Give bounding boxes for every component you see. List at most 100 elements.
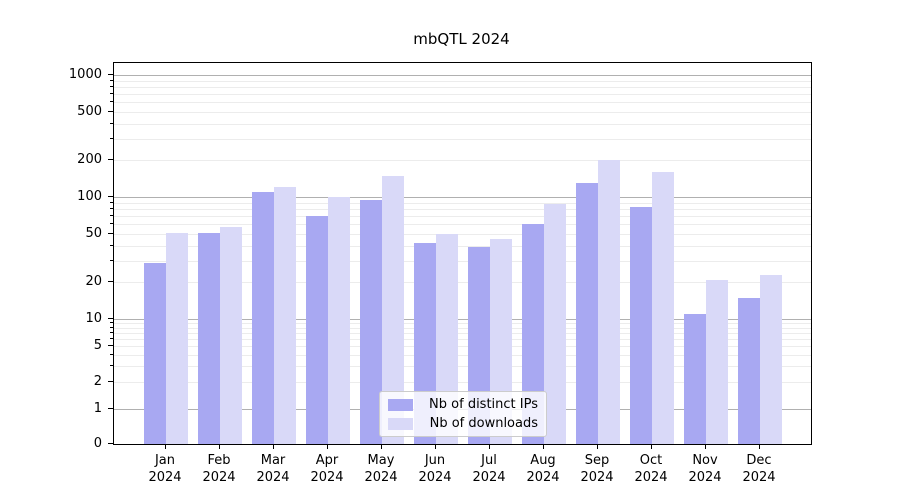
bar-nov-distinct-ips [684, 314, 706, 444]
y-tick-label: 0 [93, 436, 102, 451]
bar-oct-downloads [652, 172, 674, 444]
x-tick-label: Mar 2024 [256, 453, 290, 485]
y-minor-tick [110, 260, 113, 261]
bar-dec-distinct-ips [738, 298, 760, 444]
y-tick-label: 100 [77, 189, 102, 204]
y-minor-tick [110, 245, 113, 246]
y-minor-tick [110, 93, 113, 94]
bar-jan-distinct-ips [144, 263, 166, 444]
y-minor-tick [110, 202, 113, 203]
y-tick-label: 20 [85, 274, 102, 289]
minor-gridline [114, 323, 811, 324]
x-tick-mark [273, 444, 274, 449]
x-tick-mark [381, 444, 382, 449]
bar-apr-distinct-ips [306, 216, 328, 444]
legend-swatch-distinct-ips [388, 398, 413, 411]
x-tick-label: Dec 2024 [742, 453, 776, 485]
x-tick-mark [219, 444, 220, 449]
major-gridline [114, 75, 811, 76]
y-tick-label: 2 [93, 374, 102, 389]
legend-item-downloads: Nb of downloads [388, 416, 538, 431]
minor-gridline [114, 94, 811, 95]
y-minor-tick [110, 338, 113, 339]
minor-gridline [114, 102, 811, 103]
y-tick-label: 5 [93, 338, 102, 353]
y-tick-mark [108, 345, 113, 346]
x-tick-mark [651, 444, 652, 449]
y-tick-label: 200 [77, 152, 102, 167]
x-tick-label: Oct 2024 [634, 453, 668, 485]
minor-gridline [114, 203, 811, 204]
minor-gridline [114, 216, 811, 217]
bar-dec-downloads [760, 275, 782, 444]
y-minor-tick [110, 80, 113, 81]
major-gridline [114, 319, 811, 320]
y-tick-label: 10 [85, 311, 102, 326]
bar-feb-distinct-ips [198, 233, 220, 444]
legend: Nb of distinct IPs Nb of downloads [379, 391, 547, 437]
bar-may-distinct-ips [360, 200, 382, 444]
x-tick-label: Feb 2024 [202, 453, 236, 485]
bar-feb-downloads [220, 227, 242, 444]
x-tick-label: Sep 2024 [580, 453, 614, 485]
y-minor-tick [110, 327, 113, 328]
y-tick-mark [108, 408, 113, 409]
minor-gridline [114, 339, 811, 340]
y-minor-tick [110, 208, 113, 209]
x-tick-mark [705, 444, 706, 449]
y-tick-label: 50 [85, 226, 102, 241]
minor-gridline [114, 261, 811, 262]
x-tick-mark [597, 444, 598, 449]
minor-gridline [114, 139, 811, 140]
bar-may-downloads [382, 176, 404, 444]
legend-item-distinct-ips: Nb of distinct IPs [388, 397, 538, 412]
bar-nov-downloads [706, 280, 728, 444]
bar-mar-downloads [274, 187, 296, 444]
y-minor-tick [110, 322, 113, 323]
legend-label-distinct-ips: Nb of distinct IPs [429, 397, 538, 412]
minor-gridline [114, 282, 811, 283]
bar-jan-downloads [166, 233, 188, 444]
minor-gridline [114, 366, 811, 367]
minor-gridline [114, 382, 811, 383]
minor-gridline [114, 160, 811, 161]
minor-gridline [114, 246, 811, 247]
legend-label-downloads: Nb of downloads [429, 416, 538, 431]
y-minor-tick [110, 332, 113, 333]
y-tick-label: 1 [93, 401, 102, 416]
x-tick-mark [327, 444, 328, 449]
y-tick-mark [108, 381, 113, 382]
minor-gridline [114, 112, 811, 113]
y-minor-tick [110, 215, 113, 216]
x-tick-mark [543, 444, 544, 449]
minor-gridline [114, 333, 811, 334]
major-gridline [114, 197, 811, 198]
y-minor-tick [110, 365, 113, 366]
x-tick-label: May 2024 [364, 453, 398, 485]
y-tick-mark [108, 233, 113, 234]
bar-sep-downloads [598, 160, 620, 444]
bar-sep-distinct-ips [576, 183, 598, 444]
minor-gridline [114, 81, 811, 82]
minor-gridline [114, 328, 811, 329]
y-tick-mark [108, 443, 113, 444]
x-tick-label: Nov 2024 [688, 453, 722, 485]
minor-gridline [114, 87, 811, 88]
y-tick-label: 500 [77, 104, 102, 119]
x-tick-mark [489, 444, 490, 449]
y-tick-mark [108, 74, 113, 75]
bar-aug-downloads [544, 204, 566, 444]
x-tick-label: Jun 2024 [418, 453, 452, 485]
x-tick-mark [165, 444, 166, 449]
y-minor-tick [110, 354, 113, 355]
chart-title: mbQTL 2024 [413, 30, 510, 48]
y-minor-tick [110, 101, 113, 102]
y-tick-mark [108, 281, 113, 282]
x-tick-label: Apr 2024 [310, 453, 344, 485]
legend-swatch-downloads [388, 417, 413, 430]
bar-aug-distinct-ips [522, 224, 544, 444]
x-tick-mark [435, 444, 436, 449]
minor-gridline [114, 124, 811, 125]
y-tick-mark [108, 111, 113, 112]
